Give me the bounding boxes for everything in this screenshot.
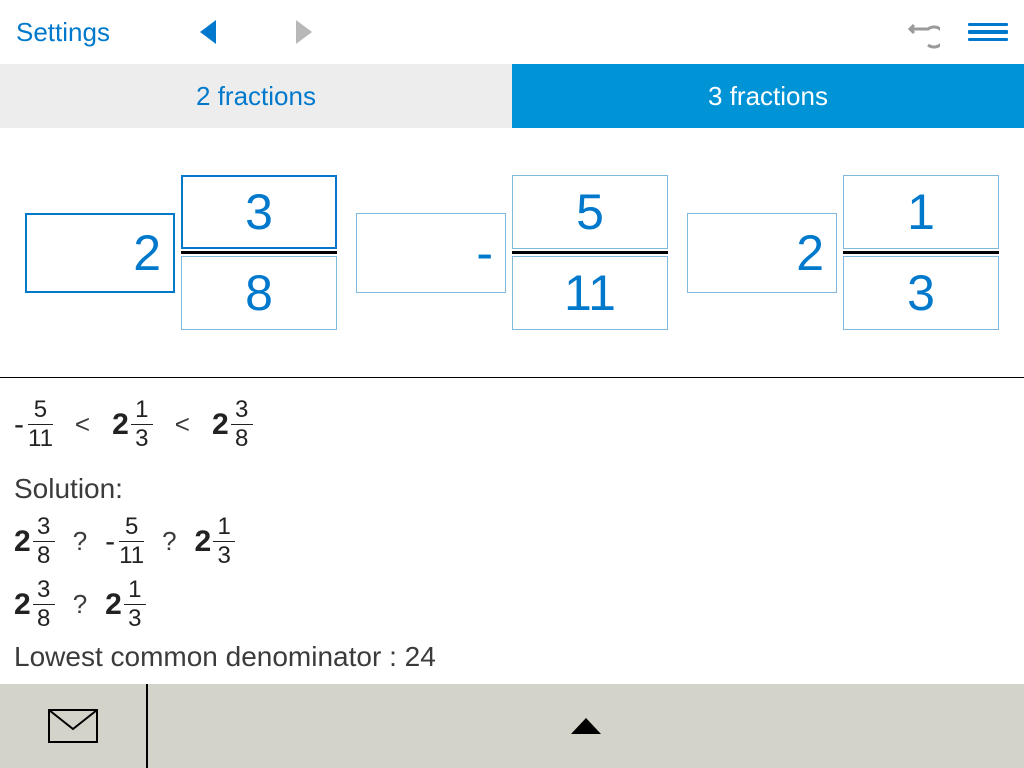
whole-input-3[interactable]: 2: [687, 213, 837, 293]
nav-arrows: [200, 20, 312, 44]
solution-term: 511: [105, 515, 144, 568]
answer-row: 511 < 2 13 < 2 38: [14, 398, 1010, 451]
mail-button[interactable]: [0, 684, 148, 768]
solution-label: Solution:: [14, 473, 1010, 505]
whole-input-1[interactable]: 2: [25, 213, 175, 293]
numerator-input-1[interactable]: 3: [181, 175, 337, 249]
solution-term: 2 38: [14, 515, 55, 568]
next-arrow-icon: [296, 20, 312, 44]
chevron-up-icon: [571, 718, 601, 734]
numerator-input-3[interactable]: 1: [843, 175, 999, 249]
less-than-symbol: <: [75, 409, 90, 440]
fraction-bar: [843, 251, 999, 254]
solution-row-2: 2 38 ? 2 13: [14, 578, 1010, 631]
tab-3-fractions[interactable]: 3 fractions: [512, 64, 1024, 128]
denominator-input-3[interactable]: 3: [843, 256, 999, 330]
top-bar: Settings: [0, 0, 1024, 64]
solution-area: 511 < 2 13 < 2 38 Solution: 2 38 ? 511 ?…: [0, 378, 1024, 684]
fraction-input-3: 2 1 3: [687, 175, 999, 330]
fraction-bar: [181, 251, 337, 254]
mail-icon: [48, 709, 98, 743]
expand-button[interactable]: [148, 684, 1024, 768]
answer-term-2: 2 13: [112, 398, 153, 451]
denominator-input-1[interactable]: 8: [181, 256, 337, 330]
solution-term: 2 38: [14, 578, 55, 631]
fraction-input-area: 2 3 8 - 5 11 2 1 3: [0, 128, 1024, 378]
solution-row-1: 2 38 ? 511 ? 2 13: [14, 515, 1010, 568]
answer-term-1: 511: [14, 398, 53, 451]
lcd-label: Lowest common denominator : 24: [14, 641, 1010, 673]
menu-button[interactable]: [968, 19, 1008, 46]
whole-input-2[interactable]: -: [356, 213, 506, 293]
answer-term-3: 2 38: [212, 398, 253, 451]
menu-line-icon: [968, 30, 1008, 34]
fraction-bar: [512, 251, 668, 254]
mode-tabs: 2 fractions 3 fractions: [0, 64, 1024, 128]
solution-term: 2 13: [195, 515, 236, 568]
settings-button[interactable]: Settings: [16, 17, 110, 48]
numerator-input-2[interactable]: 5: [512, 175, 668, 249]
question-mark: ?: [73, 589, 87, 620]
prev-arrow-icon[interactable]: [200, 20, 216, 44]
bottom-bar: [0, 684, 1024, 768]
fraction-input-1: 2 3 8: [25, 175, 337, 330]
question-mark: ?: [73, 526, 87, 557]
menu-line-icon: [968, 38, 1008, 42]
solution-term: 2 13: [105, 578, 146, 631]
fraction-input-2: - 5 11: [356, 175, 668, 330]
denominator-input-2[interactable]: 11: [512, 256, 668, 330]
menu-line-icon: [968, 23, 1008, 27]
tab-2-fractions[interactable]: 2 fractions: [0, 64, 512, 128]
undo-button[interactable]: [906, 15, 940, 49]
undo-icon: [906, 15, 940, 49]
question-mark: ?: [162, 526, 176, 557]
less-than-symbol: <: [175, 409, 190, 440]
